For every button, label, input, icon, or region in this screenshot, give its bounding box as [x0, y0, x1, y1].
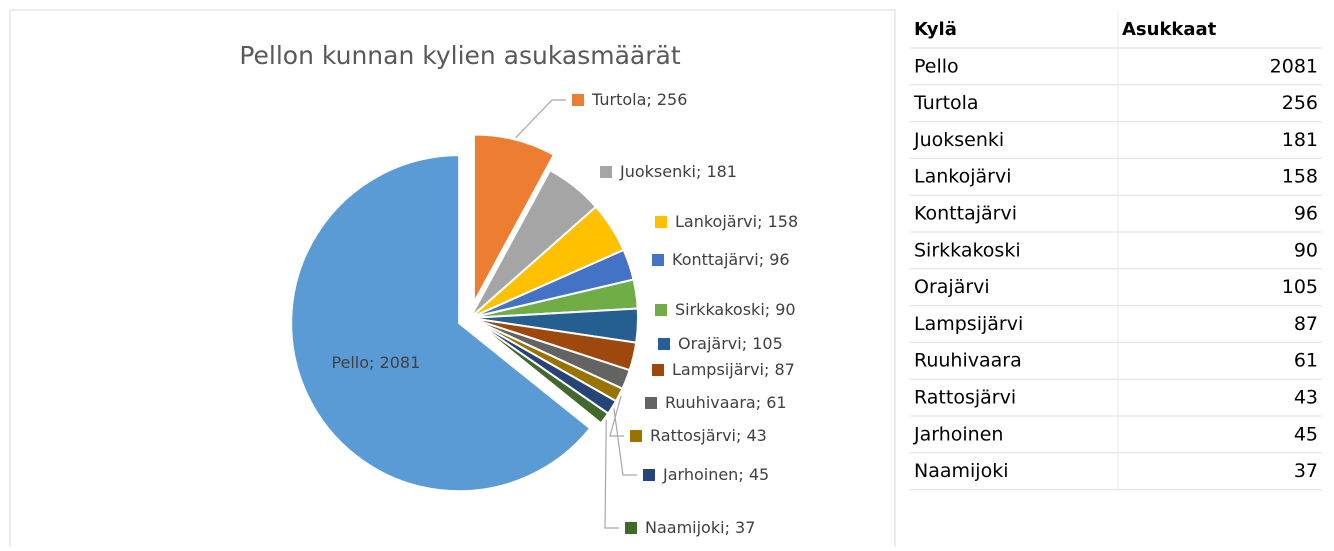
label-value: 256	[657, 90, 688, 109]
label-value: 61	[766, 393, 786, 412]
table-cell: Lampsijärvi	[914, 313, 1023, 335]
label-separator: ;	[756, 393, 766, 412]
data-label: Sirkkakoski; 90	[675, 300, 796, 319]
label-value: 96	[769, 250, 789, 269]
data-label: Juoksenki; 181	[619, 162, 737, 181]
label-category: Konttajärvi	[672, 250, 759, 269]
data-label: Lankojärvi; 158	[675, 212, 798, 231]
label-separator: ;	[764, 360, 774, 379]
label-category: Lankojärvi	[675, 212, 757, 231]
legend-key	[652, 364, 664, 376]
legend-key	[572, 94, 584, 106]
leader-line	[515, 99, 566, 139]
label-separator: ;	[646, 90, 656, 109]
legend-key	[652, 254, 664, 266]
leader-line	[613, 408, 637, 476]
legend-key	[625, 522, 637, 534]
table-cell: Turtola	[913, 92, 979, 114]
legend-key	[630, 430, 642, 442]
table-cell: Naamijoki	[914, 460, 1008, 482]
table-cell: 45	[1294, 423, 1318, 445]
table-cell: Ruuhivaara	[914, 350, 1022, 372]
table-cell: 181	[1282, 129, 1318, 151]
leader-line	[609, 395, 624, 437]
label-category: Jarhoinen	[662, 465, 738, 484]
label-value: 87	[774, 360, 794, 379]
data-label: Naamijoki; 37	[645, 518, 755, 537]
legend-key	[643, 469, 655, 481]
label-value: 2081	[380, 353, 421, 372]
table-cell: Rattosjärvi	[914, 387, 1016, 409]
legend-key	[645, 397, 657, 409]
table-cell: Konttajärvi	[914, 203, 1017, 225]
label-separator: ;	[738, 465, 748, 484]
label-category: Juoksenki	[619, 162, 696, 181]
table-cell: 96	[1294, 203, 1318, 225]
label-category: Pello	[331, 353, 369, 372]
pie-slice	[469, 317, 610, 425]
table-cell: 158	[1282, 166, 1318, 188]
label-category: Rattosjärvi	[650, 426, 736, 445]
legend-key	[655, 304, 667, 316]
legend-key	[658, 338, 670, 350]
label-value: 181	[706, 162, 737, 181]
data-label: Konttajärvi; 96	[672, 250, 790, 269]
data-label: Ruuhivaara; 61	[665, 393, 787, 412]
data-label: Turtola; 256	[591, 90, 687, 109]
label-separator: ;	[742, 334, 752, 353]
label-separator: ;	[736, 426, 746, 445]
data-label: Rattosjärvi; 43	[650, 426, 767, 445]
label-category: Naamijoki	[645, 518, 725, 537]
data-label: Lampsijärvi; 87	[672, 360, 795, 379]
label-separator: ;	[759, 250, 769, 269]
table-cell: Sirkkakoski	[914, 239, 1021, 261]
table-cell: 37	[1294, 460, 1318, 482]
data-label: Orajärvi; 105	[678, 334, 783, 353]
label-value: 37	[735, 518, 755, 537]
table-cell: 61	[1294, 350, 1318, 372]
label-value: 90	[775, 300, 795, 319]
label-value: 105	[752, 334, 783, 353]
label-category: Lampsijärvi	[672, 360, 764, 379]
table-cell: Lankojärvi	[914, 166, 1011, 188]
label-value: 43	[746, 426, 766, 445]
legend-key	[655, 216, 667, 228]
label-separator: ;	[369, 353, 379, 372]
pie-slice	[290, 154, 592, 493]
data-label: Jarhoinen; 45	[662, 465, 769, 484]
table-cell: 105	[1282, 276, 1318, 298]
table-cell: Pello	[914, 55, 959, 77]
label-category: Ruuhivaara	[665, 393, 756, 412]
table-cell: 90	[1294, 239, 1318, 261]
table-header: Asukkaat	[1122, 19, 1217, 40]
chart-title: Pellon kunnan kylien asukasmäärät	[239, 41, 681, 70]
table-header: Kylä	[914, 19, 957, 40]
label-separator: ;	[765, 300, 775, 319]
label-separator: ;	[696, 162, 706, 181]
label-value: 158	[768, 212, 799, 231]
label-separator: ;	[757, 212, 767, 231]
table-cell: 2081	[1270, 55, 1318, 77]
table-cell: Jarhoinen	[913, 423, 1003, 445]
label-value: 45	[749, 465, 769, 484]
table-cell: 87	[1294, 313, 1318, 335]
label-category: Sirkkakoski	[675, 300, 765, 319]
leader-line	[604, 419, 619, 529]
label-separator: ;	[725, 518, 735, 537]
table-cell: 256	[1282, 92, 1318, 114]
table-cell: Juoksenki	[913, 129, 1004, 151]
pie-slice	[472, 133, 556, 303]
label-category: Orajärvi	[678, 334, 742, 353]
table-cell: 43	[1294, 387, 1318, 409]
data-label: Pello; 2081	[331, 353, 420, 372]
table-cell: Orajärvi	[914, 276, 990, 298]
legend-key	[600, 166, 612, 178]
label-category: Turtola	[591, 90, 646, 109]
